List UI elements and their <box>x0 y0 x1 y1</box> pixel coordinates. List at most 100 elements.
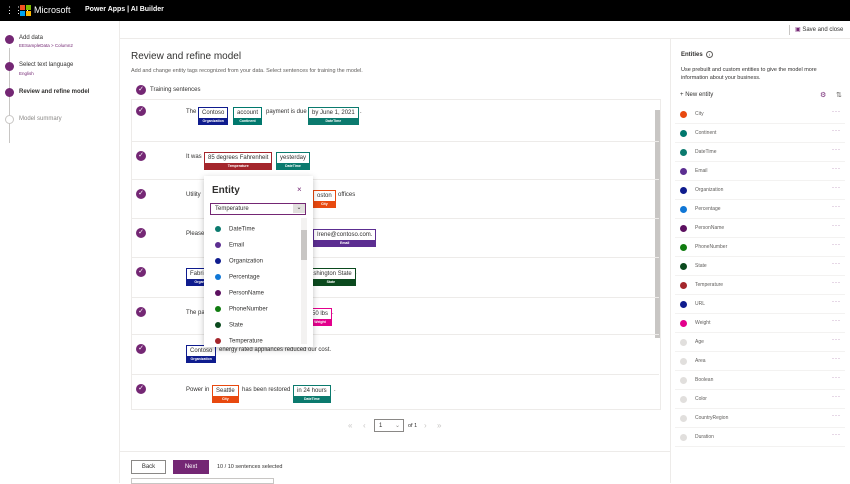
more-options-icon[interactable]: ··· <box>832 109 841 115</box>
sentence-text[interactable]: Power in <box>186 387 210 393</box>
info-icon[interactable]: i <box>706 51 713 58</box>
entity-list-item[interactable]: Color ··· <box>675 390 845 409</box>
entity-list-item[interactable]: Temperature ··· <box>675 276 845 295</box>
entity-list-item[interactable]: Organization ··· <box>675 181 845 200</box>
next-page-icon[interactable]: › <box>424 421 427 430</box>
sentence-checkbox[interactable]: ✓ <box>136 151 146 161</box>
entity-tag[interactable]: Seattle City <box>212 385 239 403</box>
step-review[interactable]: Review and refine model <box>19 89 90 95</box>
entity-list-item[interactable]: Weight ··· <box>675 314 845 333</box>
step-add-data[interactable]: Add data <box>19 35 44 41</box>
page-select[interactable]: 1 ⌄ <box>374 419 404 432</box>
sentence-text[interactable]: The pack <box>186 310 211 316</box>
entity-option[interactable]: PersonName <box>215 290 264 297</box>
prev-page-icon[interactable]: ‹ <box>363 421 366 430</box>
more-options-icon[interactable]: ··· <box>832 356 841 362</box>
save-and-close-button[interactable]: ▣ Save and close <box>795 27 844 33</box>
entity-list-item[interactable]: PhoneNumber ··· <box>675 238 845 257</box>
sentence-checkbox[interactable]: ✓ <box>136 267 146 277</box>
sentence-text[interactable]: offices <box>338 192 356 198</box>
step-select-language[interactable]: Select text language <box>19 62 74 68</box>
sentence-text[interactable]: Please <box>186 231 205 237</box>
entity-tag[interactable]: account Continent <box>233 107 263 125</box>
app-launcher-icon[interactable]: ⋮⋮⋮ <box>5 5 32 15</box>
sentence-checkbox[interactable]: ✓ <box>136 106 146 116</box>
entity-list-item[interactable]: Boolean ··· <box>675 371 845 390</box>
close-icon[interactable]: × <box>297 185 302 194</box>
entity-tag[interactable]: Contoso Organization <box>186 345 217 363</box>
first-page-icon[interactable]: « <box>348 421 353 430</box>
more-options-icon[interactable]: ··· <box>832 166 841 172</box>
sentence-text[interactable]: energy rated appliances reduced our cost… <box>219 347 332 353</box>
sentence-text[interactable]: . <box>355 270 357 276</box>
more-options-icon[interactable]: ··· <box>832 242 841 248</box>
more-options-icon[interactable]: ··· <box>832 375 841 381</box>
entity-list-item[interactable]: Duration ··· <box>675 428 845 447</box>
next-button[interactable]: Next <box>173 460 209 474</box>
sentence-text[interactable]: It was <box>186 154 202 160</box>
back-button[interactable]: Back <box>131 460 166 474</box>
sentence-checkbox[interactable]: ✓ <box>136 384 146 394</box>
more-options-icon[interactable]: ··· <box>832 204 841 210</box>
sentence-checkbox[interactable]: ✓ <box>136 228 146 238</box>
entity-list-item[interactable]: Percentage ··· <box>675 200 845 219</box>
more-options-icon[interactable]: ··· <box>832 185 841 191</box>
entity-tag[interactable]: by June 1, 2021 DateTime <box>308 107 359 125</box>
select-all-checkbox[interactable]: ✓ <box>136 85 146 95</box>
entity-option[interactable]: Organization <box>215 258 263 265</box>
entity-option[interactable]: Email <box>215 242 244 249</box>
entity-list-item[interactable]: CountryRegion ··· <box>675 409 845 428</box>
more-options-icon[interactable]: ··· <box>832 394 841 400</box>
scrollbar[interactable] <box>655 110 660 338</box>
last-page-icon[interactable]: » <box>437 421 442 430</box>
entity-select[interactable]: Temperature ⌄ <box>210 203 306 215</box>
more-options-icon[interactable]: ··· <box>832 223 841 229</box>
sort-icon[interactable]: ⇅ <box>836 92 842 99</box>
entity-list-item[interactable]: DateTime ··· <box>675 143 845 162</box>
sentence-text[interactable]: payment is due <box>266 109 307 115</box>
sentence-text[interactable]: . <box>360 109 362 115</box>
entity-list-item[interactable]: PersonName ··· <box>675 219 845 238</box>
entity-list-item[interactable]: Age ··· <box>675 333 845 352</box>
sentence-text[interactable]: . <box>334 387 336 393</box>
entity-tag[interactable]: yesterday DateTime <box>276 152 311 170</box>
more-options-icon[interactable]: ··· <box>832 337 841 343</box>
tag-text: oston <box>314 191 335 201</box>
entity-tag[interactable]: 85 degrees Fahrenheit Temperature <box>204 152 273 170</box>
popup-scrollbar[interactable] <box>301 218 307 344</box>
save-icon: ▣ <box>795 27 801 33</box>
settings-icon[interactable]: ⚙ <box>820 92 827 99</box>
more-options-icon[interactable]: ··· <box>832 280 841 286</box>
entity-option[interactable]: State <box>215 322 243 329</box>
entity-tag[interactable]: Contoso Organization <box>198 107 229 125</box>
entity-tag[interactable]: ashington State State <box>306 268 356 286</box>
sentence-checkbox[interactable]: ✓ <box>136 189 146 199</box>
sentence-text[interactable]: The <box>186 109 197 115</box>
more-options-icon[interactable]: ··· <box>832 299 841 305</box>
sentence-text[interactable]: Utility <box>186 192 201 198</box>
more-options-icon[interactable]: ··· <box>832 128 841 134</box>
entity-list-item[interactable]: URL ··· <box>675 295 845 314</box>
entity-list-item[interactable]: City ··· <box>675 105 845 124</box>
entity-list-item[interactable]: Area ··· <box>675 352 845 371</box>
entity-option[interactable]: Temperature <box>215 338 263 345</box>
entity-list-item[interactable]: Continent ··· <box>675 124 845 143</box>
entity-list-item[interactable]: State ··· <box>675 257 845 276</box>
sentence-checkbox[interactable]: ✓ <box>136 307 146 317</box>
entity-tag[interactable]: oston City <box>313 190 336 208</box>
new-entity-button[interactable]: + New entity <box>680 92 714 98</box>
entity-tag[interactable]: in 24 hours DateTime <box>293 385 331 403</box>
sentence-checkbox[interactable]: ✓ <box>136 344 146 354</box>
more-options-icon[interactable]: ··· <box>832 261 841 267</box>
entity-list-item[interactable]: Email ··· <box>675 162 845 181</box>
more-options-icon[interactable]: ··· <box>832 318 841 324</box>
more-options-icon[interactable]: ··· <box>832 413 841 419</box>
entity-tag[interactable]: Irene@contoso.com. Email <box>313 229 377 247</box>
sentence-text[interactable]: has been restored <box>242 387 291 393</box>
more-options-icon[interactable]: ··· <box>832 432 841 438</box>
entity-option[interactable]: Percentage <box>215 274 260 281</box>
sentence-text[interactable]: . <box>332 310 334 316</box>
entity-option[interactable]: PhoneNumber <box>215 306 268 313</box>
entity-option[interactable]: DateTime <box>215 226 255 233</box>
more-options-icon[interactable]: ··· <box>832 147 841 153</box>
